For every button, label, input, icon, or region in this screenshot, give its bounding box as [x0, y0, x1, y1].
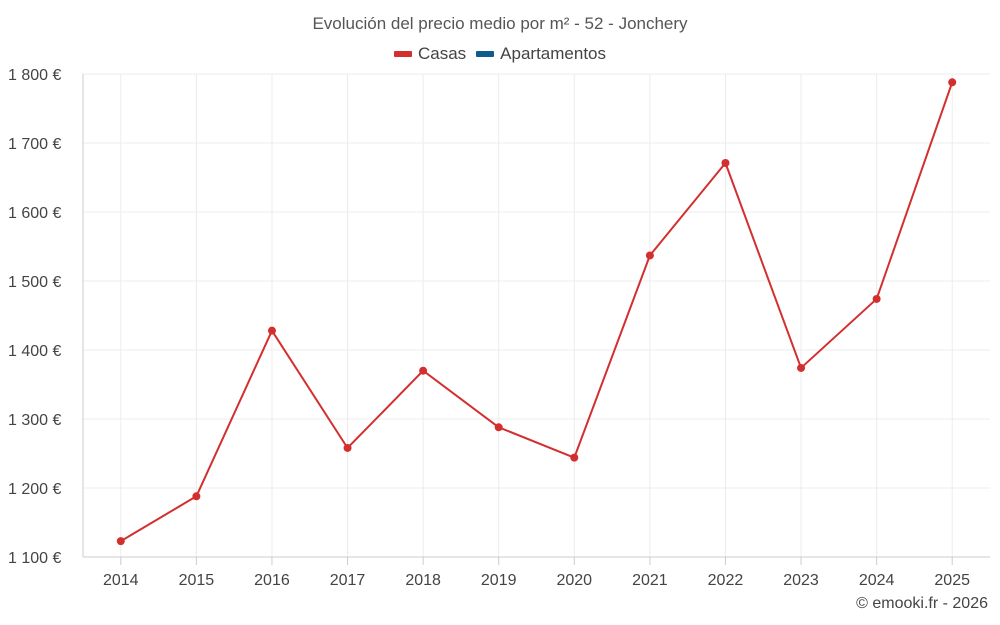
data-point-casas-2018 [419, 366, 428, 375]
legend-label-casas: Casas [417, 44, 467, 63]
x-tick-label: 2021 [632, 572, 668, 589]
x-tick-label: 2022 [708, 572, 744, 589]
data-point-casas-2022 [721, 159, 730, 168]
legend-swatch-casas [393, 51, 412, 57]
data-point-casas-2021 [645, 251, 654, 260]
legend-label-apartamentos: Apartamentos [500, 44, 607, 63]
y-tick-label: 1 100 € [8, 550, 61, 567]
data-point-casas-2024 [872, 294, 881, 303]
data-point-casas-2014 [116, 537, 125, 546]
credit-text: © emooki.fr - 2026 [856, 595, 988, 612]
y-tick-label: 1 300 € [8, 412, 61, 429]
y-tick-label: 1 700 € [8, 136, 61, 153]
x-tick-label: 2018 [405, 572, 441, 589]
x-tick-label: 2020 [556, 572, 592, 589]
x-tick-label: 2019 [481, 572, 517, 589]
data-point-casas-2019 [494, 423, 503, 432]
legend-item-casas[interactable]: Casas [393, 44, 467, 64]
data-point-casas-2015 [192, 492, 201, 501]
x-tick-label: 2023 [783, 572, 819, 589]
x-tick-label: 2015 [179, 572, 215, 589]
data-point-casas-2016 [267, 326, 276, 335]
legend: Casas Apartamentos [0, 44, 1000, 64]
x-tick-label: 2016 [254, 572, 290, 589]
y-tick-label: 1 400 € [8, 343, 61, 360]
chart-title: Evolución del precio medio por m² - 52 -… [312, 14, 688, 33]
x-tick-label: 2024 [859, 572, 895, 589]
data-point-casas-2020 [570, 453, 579, 462]
y-tick-label: 1 600 € [8, 205, 61, 222]
y-tick-label: 1 800 € [8, 67, 61, 84]
legend-item-apartamentos[interactable]: Apartamentos [476, 44, 606, 64]
x-tick-label: 2025 [934, 572, 970, 589]
legend-swatch-apartamentos [476, 51, 495, 57]
data-point-casas-2017 [343, 443, 352, 452]
x-tick-label: 2017 [330, 572, 366, 589]
x-tick-label: 2014 [103, 572, 139, 589]
data-point-casas-2025 [948, 78, 957, 87]
y-tick-label: 1 200 € [8, 481, 61, 498]
y-tick-label: 1 500 € [8, 274, 61, 291]
series-line-casas [120, 81, 954, 542]
data-point-casas-2023 [797, 363, 806, 372]
